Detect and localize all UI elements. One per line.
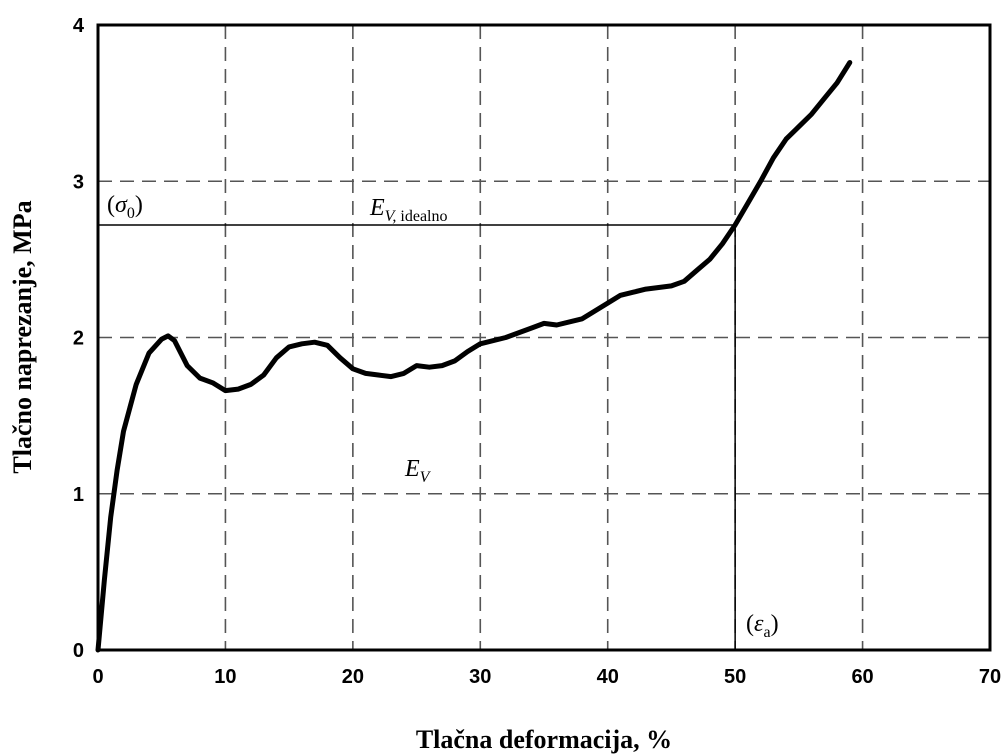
x-tick-label: 30	[469, 666, 491, 688]
y-axis-title: Tlačno naprezanje, MPa	[8, 200, 37, 473]
stress-strain-curve	[95, 60, 853, 653]
x-tick-labels: 0 10 20 30 40 50 60 70	[92, 666, 1001, 688]
x-tick-label: 60	[851, 666, 873, 688]
eps-a-close: )	[771, 611, 779, 637]
ev-ideal-subscript-plain: idealno	[396, 208, 447, 225]
x-tick-label: 10	[214, 666, 236, 688]
ev-ideal-symbol: E	[369, 195, 385, 221]
annotation-eps-a: (εa)	[746, 611, 779, 641]
sigma0-subscript: 0	[127, 205, 135, 222]
eps-a-subscript: a	[763, 624, 770, 641]
y-tick-label: 0	[73, 640, 84, 662]
sigma0-symbol: σ	[115, 192, 128, 218]
annotation-sigma0: (σ0)	[107, 192, 143, 222]
reference-lines	[98, 224, 736, 650]
x-tick-label: 20	[342, 666, 364, 688]
x-tick-label: 70	[979, 666, 1001, 688]
plot-frame	[96, 23, 992, 652]
y-tick-label: 2	[73, 328, 84, 350]
ev-subscript: V	[420, 469, 432, 486]
sigma0-open: (	[107, 192, 115, 218]
x-tick-label: 40	[597, 666, 619, 688]
y-tick-label: 1	[73, 484, 84, 506]
y-tick-label: 4	[73, 15, 85, 37]
eps-a-open: (	[746, 611, 754, 637]
sigma0-close: )	[135, 192, 143, 218]
ev-symbol: E	[404, 456, 420, 482]
x-tick-label: 50	[724, 666, 746, 688]
eps-a-symbol: ε	[754, 611, 764, 637]
y-tick-labels: 0 1 2 3 4	[73, 15, 85, 662]
annotation-ev-ideal: EV, idealno	[369, 195, 447, 225]
ev-ideal-subscript-italic: V,	[385, 208, 397, 225]
x-axis-title: Tlačna deformacija, %	[416, 725, 672, 754]
annotation-ev: EV	[404, 456, 432, 486]
x-tick-label: 0	[92, 666, 103, 688]
y-tick-label: 3	[73, 171, 84, 193]
